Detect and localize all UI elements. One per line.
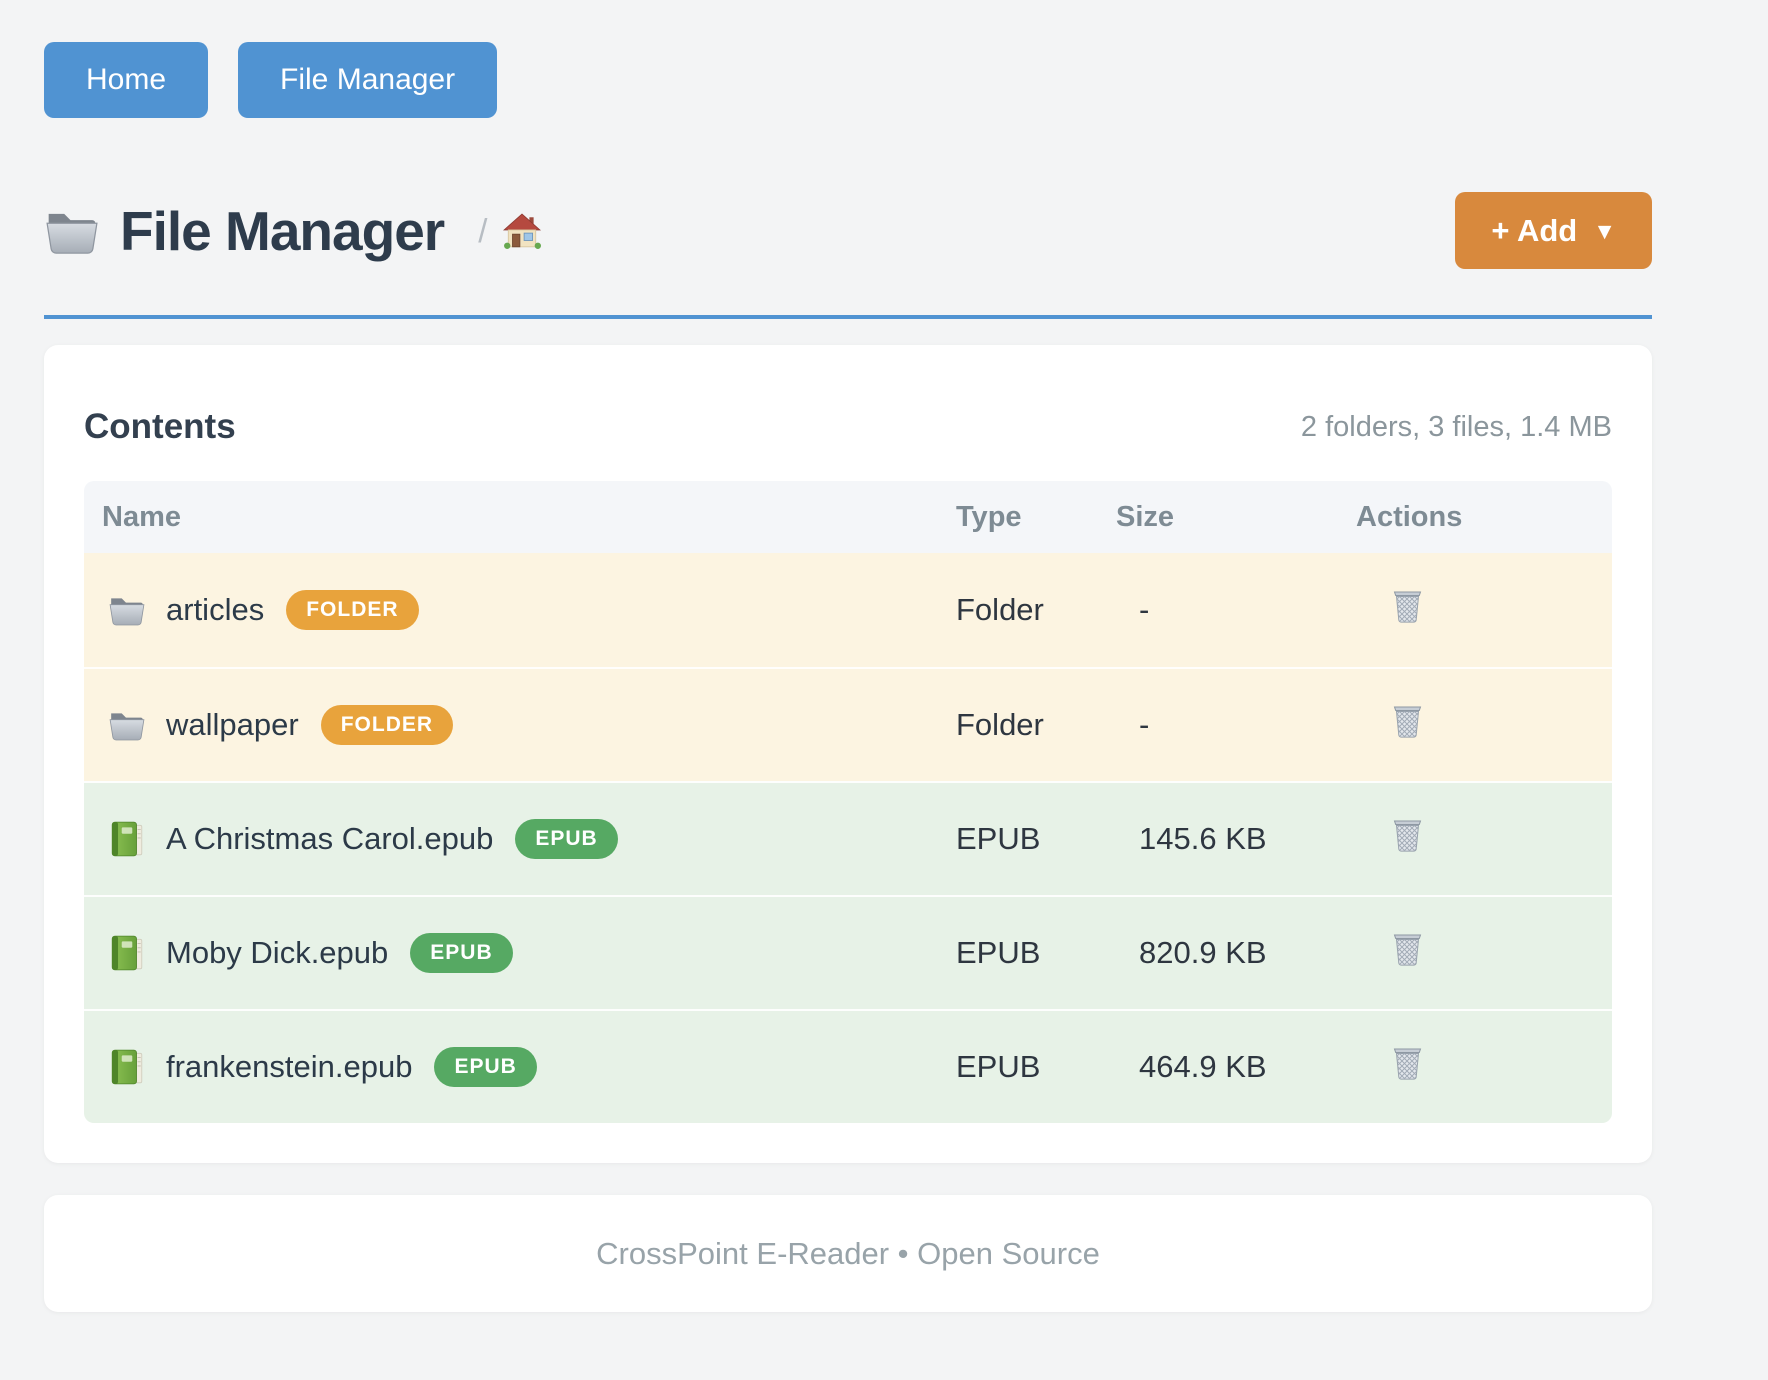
type-cell: EPUB: [956, 821, 1041, 856]
table-row: articles FOLDER Folder -: [84, 553, 1612, 667]
folder-icon: [108, 591, 146, 629]
type-cell: EPUB: [956, 935, 1041, 970]
file-table: Name Type Size Actions articles FOLDER F…: [84, 481, 1612, 1123]
delete-button[interactable]: [1392, 818, 1423, 853]
trash-icon: [1392, 818, 1423, 853]
name-cell: frankenstein.epub EPUB: [84, 1047, 934, 1087]
name-cell: A Christmas Carol.epub EPUB: [84, 819, 934, 859]
table-row: Moby Dick.epub EPUB EPUB 820.9 KB: [84, 895, 1612, 1009]
file-name-link[interactable]: wallpaper: [166, 707, 299, 742]
actions-cell: [1334, 932, 1612, 975]
trash-icon: [1392, 1046, 1423, 1081]
type-cell: Folder: [956, 592, 1044, 627]
type-cell: EPUB: [956, 1049, 1041, 1084]
title-group: File Manager /: [44, 199, 541, 263]
contents-card: Contents 2 folders, 3 files, 1.4 MB Name…: [44, 345, 1652, 1163]
nav-button-file-manager[interactable]: File Manager: [238, 42, 498, 118]
page: Home File Manager File Manager / + Add ▼…: [44, 42, 1652, 1312]
breadcrumb-home-link[interactable]: [503, 212, 541, 250]
page-title: File Manager: [120, 199, 445, 262]
delete-button[interactable]: [1392, 589, 1423, 624]
table-row: A Christmas Carol.epub EPUB EPUB 145.6 K…: [84, 781, 1612, 895]
contents-heading: Contents: [84, 407, 236, 446]
size-cell: 820.9 KB: [1139, 935, 1267, 970]
type-badge: EPUB: [434, 1047, 537, 1087]
house-icon: [503, 212, 541, 250]
name-cell: wallpaper FOLDER: [84, 705, 934, 745]
size-cell: 145.6 KB: [1139, 821, 1267, 856]
trash-icon: [1392, 932, 1423, 967]
file-name-link[interactable]: A Christmas Carol.epub: [166, 821, 494, 856]
type-badge: FOLDER: [320, 705, 454, 745]
title-divider: [44, 315, 1652, 319]
page-header: File Manager / + Add ▼: [44, 192, 1652, 269]
size-cell: 464.9 KB: [1139, 1049, 1267, 1084]
caret-down-icon: ▼: [1593, 218, 1616, 244]
delete-button[interactable]: [1392, 704, 1423, 739]
name-cell: articles FOLDER: [84, 590, 934, 630]
book-icon: [108, 1048, 146, 1086]
footer-text: CrossPoint E-Reader • Open Source: [596, 1235, 1100, 1271]
type-badge: EPUB: [515, 819, 618, 859]
delete-button[interactable]: [1392, 932, 1423, 967]
top-nav: Home File Manager: [44, 42, 1652, 118]
contents-card-header: Contents 2 folders, 3 files, 1.4 MB: [84, 407, 1612, 447]
column-header-type: Type: [956, 500, 1022, 533]
column-header-size: Size: [1116, 500, 1175, 533]
type-badge: EPUB: [410, 933, 513, 973]
add-button[interactable]: + Add ▼: [1455, 192, 1652, 269]
contents-summary: 2 folders, 3 files, 1.4 MB: [1300, 410, 1612, 443]
size-cell: -: [1139, 592, 1150, 627]
delete-button[interactable]: [1392, 1046, 1423, 1081]
book-icon: [108, 934, 146, 972]
table-row: wallpaper FOLDER Folder -: [84, 667, 1612, 781]
trash-icon: [1392, 589, 1423, 624]
file-name-link[interactable]: frankenstein.epub: [166, 1049, 413, 1084]
table-header-row: Name Type Size Actions: [84, 481, 1612, 553]
actions-cell: [1334, 1046, 1612, 1089]
actions-cell: [1334, 818, 1612, 861]
name-cell: Moby Dick.epub EPUB: [84, 933, 934, 973]
column-header-name: Name: [102, 500, 181, 533]
trash-icon: [1392, 704, 1423, 739]
size-cell: -: [1139, 707, 1150, 742]
type-badge: FOLDER: [286, 590, 419, 630]
folder-icon: [108, 706, 146, 744]
column-header-actions: Actions: [1356, 500, 1463, 533]
type-cell: Folder: [956, 707, 1044, 742]
book-icon: [108, 820, 146, 858]
nav-button-home[interactable]: Home: [44, 42, 209, 118]
folder-icon: [44, 203, 100, 259]
actions-cell: [1334, 704, 1612, 747]
actions-cell: [1334, 589, 1612, 632]
file-name-link[interactable]: Moby Dick.epub: [166, 935, 389, 970]
table-row: frankenstein.epub EPUB EPUB 464.9 KB: [84, 1009, 1612, 1123]
file-name-link[interactable]: articles: [166, 592, 265, 627]
footer-card: CrossPoint E-Reader • Open Source: [44, 1195, 1652, 1312]
table-body: articles FOLDER Folder - wallpaper FOLDE…: [84, 553, 1612, 1123]
add-button-label: + Add: [1491, 212, 1578, 248]
breadcrumb-separator: /: [478, 211, 488, 249]
